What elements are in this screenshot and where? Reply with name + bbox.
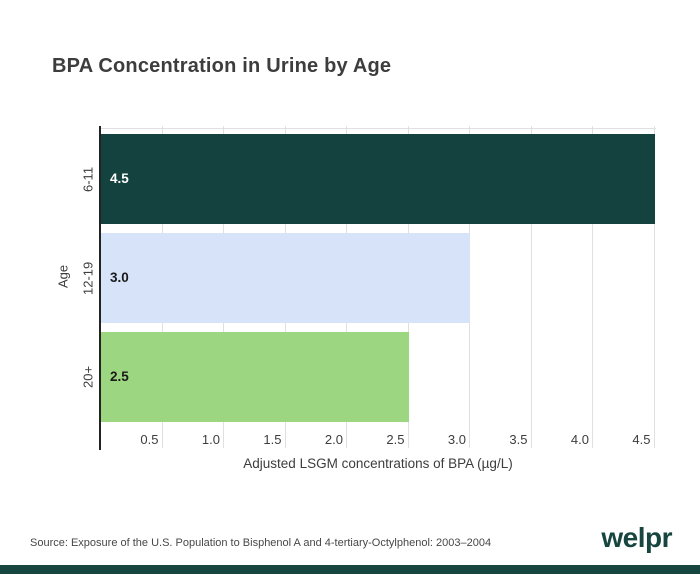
x-tick-label: 3.0 (447, 432, 466, 447)
y-axis-title: Age (55, 264, 71, 289)
bar-value-label: 4.5 (110, 170, 129, 186)
x-tick-label: 4.0 (570, 432, 589, 447)
x-tick-label: 1.0 (201, 432, 220, 447)
chart-title: BPA Concentration in Urine by Age (52, 55, 392, 77)
x-tick-label: 3.5 (509, 432, 528, 447)
bar-12-19: 3.0 (101, 232, 470, 323)
x-tick-label: 2.5 (386, 432, 405, 447)
bar-6-11: 4.5 (101, 133, 655, 224)
category-label-6-11: 6-11 (80, 165, 96, 192)
gridline (653, 126, 655, 448)
y-axis-line (99, 126, 101, 450)
brand-logo: welpr (601, 522, 672, 553)
x-axis-title: Adjusted LSGM concentrations of BPA (µg/… (243, 456, 513, 471)
plot-top-border (100, 128, 656, 129)
category-label-12-19: 12-19 (80, 261, 96, 295)
x-tick-label: 2.0 (324, 432, 343, 447)
bar-20+: 2.5 (101, 332, 409, 423)
bar-value-label: 2.5 (110, 369, 129, 385)
x-tick-label: 0.5 (140, 432, 159, 447)
gridline (592, 126, 593, 448)
source-text: Source: Exposure of the U.S. Population … (30, 537, 492, 549)
x-tick-label: 4.5 (632, 432, 651, 447)
bar-value-label: 3.0 (110, 270, 129, 286)
x-tick-label: 1.5 (263, 432, 282, 447)
gridline (530, 126, 532, 448)
category-label-20+: 20+ (80, 366, 96, 389)
footer-accent-bar (0, 565, 700, 574)
